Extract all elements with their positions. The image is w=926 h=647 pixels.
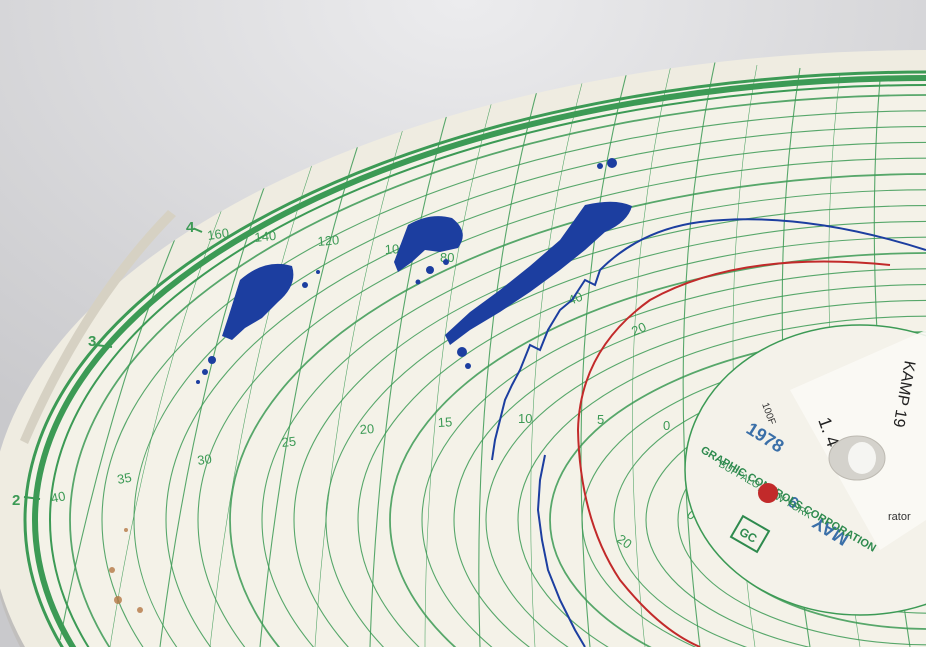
hour-label-4: 4 bbox=[186, 219, 195, 236]
grid-ring bbox=[645, 378, 926, 647]
hour-label-2: 2 bbox=[12, 492, 20, 509]
grid-ring bbox=[165, 141, 926, 647]
inner-label-30: 30 bbox=[196, 451, 212, 468]
grid-ring bbox=[293, 205, 926, 647]
grid-ring bbox=[357, 236, 926, 647]
grid-ring bbox=[549, 331, 926, 647]
grid-ring bbox=[485, 299, 926, 647]
inner-label-10: 10 bbox=[518, 411, 532, 426]
inner-label-15: 15 bbox=[437, 414, 452, 430]
grid-ring bbox=[229, 173, 926, 647]
outer-label-160: 160 bbox=[206, 225, 230, 243]
hour-label-3: 3 bbox=[88, 333, 96, 350]
inner-label-5: 5 bbox=[597, 412, 604, 427]
grid-ring bbox=[69, 94, 926, 647]
ring-label-40: 40 bbox=[566, 289, 585, 308]
grid-ring bbox=[613, 363, 926, 647]
blue-ink-trace-lower bbox=[536, 454, 586, 647]
red-ink-trace bbox=[576, 260, 891, 647]
gc-logo-box bbox=[729, 514, 771, 554]
inner-label-40: 40 bbox=[50, 488, 67, 506]
ink-blots bbox=[196, 158, 632, 384]
inner-label-0: 0 bbox=[663, 418, 670, 433]
disc-edge-wear bbox=[20, 210, 176, 444]
outer-label-140: 140 bbox=[254, 228, 277, 245]
blue-ink-trace bbox=[491, 218, 926, 461]
rust-spots bbox=[109, 528, 143, 613]
tag-text: rator bbox=[888, 511, 911, 523]
spindle-pin bbox=[848, 442, 876, 474]
inner-label-25: 25 bbox=[281, 434, 297, 450]
ring-label-20: 20 bbox=[629, 319, 648, 339]
inner-label-35: 35 bbox=[116, 470, 133, 487]
outer-label-120: 120 bbox=[317, 232, 340, 249]
grid-ring bbox=[453, 284, 926, 647]
outer-green-band bbox=[23, 70, 926, 647]
grid-ring bbox=[197, 157, 926, 647]
ring-label-20b: 20 bbox=[614, 531, 634, 552]
grid-ring bbox=[261, 189, 926, 647]
grid-ring bbox=[517, 315, 926, 647]
red-ink-dot bbox=[758, 483, 778, 503]
hub-label-ring bbox=[684, 324, 926, 616]
outer-green-band-2 bbox=[32, 75, 926, 647]
grid-ring bbox=[677, 394, 926, 646]
outer-green-band-3 bbox=[49, 84, 926, 647]
grid-ring bbox=[389, 252, 926, 647]
grid-ring bbox=[101, 110, 926, 647]
grid-ring bbox=[133, 126, 926, 647]
inner-label-20: 20 bbox=[359, 421, 374, 437]
grid-ring bbox=[421, 268, 926, 647]
